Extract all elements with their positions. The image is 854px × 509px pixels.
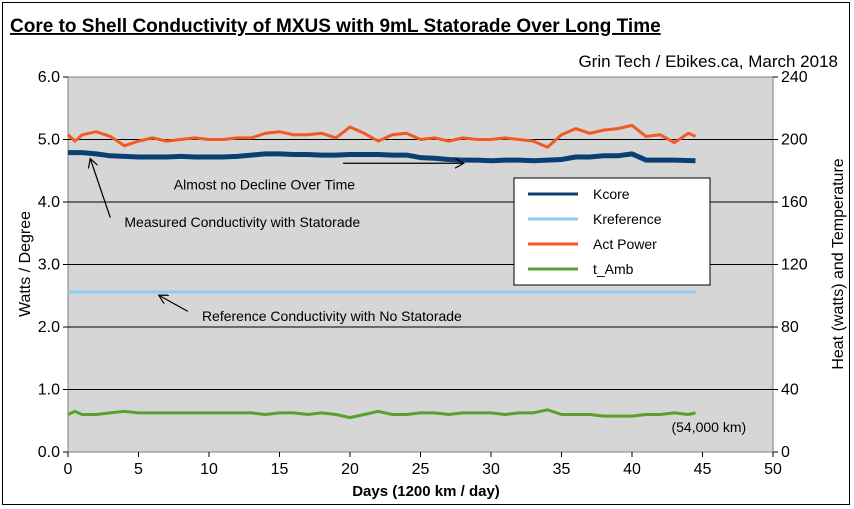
x-tick-label: 25: [412, 461, 430, 478]
x-tick-label: 0: [64, 461, 73, 478]
x-tick-label: 35: [553, 461, 571, 478]
y-right-tick-label: 240: [781, 69, 808, 86]
series-line-t_amb: [67, 408, 696, 420]
y-left-tick-label: 6.0: [38, 69, 60, 86]
y-right-tick-label: 40: [781, 382, 799, 399]
y-left-tick-label: 0.0: [38, 444, 60, 461]
annotation-text: (54,000 km): [671, 419, 746, 435]
legend-entry: Kcore: [593, 186, 630, 202]
chart-subtitle: Grin Tech / Ebikes.ca, March 2018: [578, 52, 838, 71]
y-right-tick-label: 160: [781, 194, 808, 211]
legend-box: [513, 177, 711, 286]
y-right-tick-label: 200: [781, 132, 808, 149]
y-left-tick-label: 4.0: [38, 194, 60, 211]
annotation-arrow: [91, 160, 111, 218]
annotation-arrow: [160, 296, 189, 312]
x-tick-label: 50: [764, 461, 782, 478]
y-left-tick-label: 3.0: [38, 257, 60, 274]
x-tick-label: 30: [482, 461, 500, 478]
series-line-act-power: [66, 123, 697, 149]
annotation-text: Measured Conductivity with Statorade: [124, 214, 360, 230]
annotation-text: Reference Conductivity with No Statorade: [202, 308, 462, 324]
annotations: Almost no Decline Over Time Measured Cond…: [91, 160, 746, 435]
series-line-kcore: [68, 150, 696, 164]
x-axis-label: Days (1200 km / day): [352, 483, 500, 500]
x-tick-label: 10: [200, 461, 218, 478]
y-right-tick-label: 120: [781, 257, 808, 274]
y-left-tick-label: 2.0: [38, 319, 60, 336]
legend-entry: Act Power: [593, 236, 657, 252]
annotation-text: Almost no Decline Over Time: [174, 177, 355, 193]
y-right-tick-label: 80: [781, 319, 799, 336]
series-lines: [66, 123, 697, 420]
x-tick-label: 15: [271, 461, 289, 478]
y-axis-label-right: Heat (watts) and Temperature: [830, 158, 847, 369]
chart-title: Core to Shell Conductivity of MXUS with …: [10, 16, 661, 37]
legend-entry: t_Amb: [593, 261, 634, 277]
x-tick-label: 20: [341, 461, 359, 478]
legend: Kcore Kreference Act Power t_Amb: [513, 177, 711, 286]
y-left-tick-label: 1.0: [38, 382, 60, 399]
legend-entry: Kreference: [593, 211, 662, 227]
x-tick-label: 5: [134, 461, 143, 478]
y-left-tick-label: 5.0: [38, 132, 60, 149]
x-tick-label: 40: [623, 461, 641, 478]
x-tick-label: 45: [694, 461, 712, 478]
y-axis-label-left: Watts / Degree: [17, 211, 34, 317]
y-right-tick-label: 0: [781, 444, 790, 461]
